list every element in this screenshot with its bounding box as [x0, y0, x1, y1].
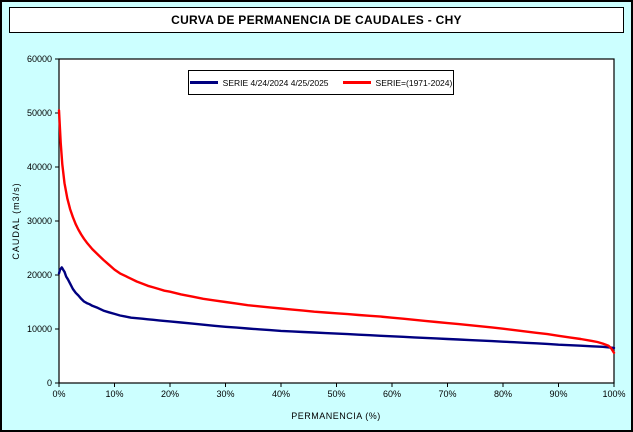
svg-text:20%: 20% [161, 389, 179, 399]
legend-line-red [342, 81, 371, 84]
svg-text:60000: 60000 [27, 54, 52, 64]
svg-text:30000: 30000 [27, 216, 52, 226]
chart-title: CURVA DE PERMANENCIA DE CAUDALES - CHY [171, 13, 462, 27]
chart-legend: SERIE 4/24/2024 4/25/2025 SERIE=(1971-20… [188, 70, 454, 95]
svg-text:80%: 80% [494, 389, 512, 399]
svg-text:40%: 40% [272, 389, 290, 399]
svg-text:0: 0 [47, 378, 52, 388]
legend-label-serie-2024-2025: SERIE 4/24/2024 4/25/2025 [222, 77, 329, 88]
svg-text:40000: 40000 [27, 162, 52, 172]
svg-text:50%: 50% [327, 389, 345, 399]
svg-text:90%: 90% [549, 389, 567, 399]
svg-text:10000: 10000 [27, 324, 52, 334]
svg-text:100%: 100% [602, 389, 625, 399]
svg-text:60%: 60% [383, 389, 401, 399]
svg-text:0%: 0% [52, 389, 65, 399]
x-axis-title: PERMANENCIA (%) [291, 411, 381, 421]
legend-item-serie-2024-2025: SERIE 4/24/2024 4/25/2025 [189, 77, 329, 88]
svg-text:10%: 10% [105, 389, 123, 399]
svg-text:30%: 30% [216, 389, 234, 399]
svg-text:20000: 20000 [27, 270, 52, 280]
svg-text:50000: 50000 [27, 108, 52, 118]
svg-text:70%: 70% [438, 389, 456, 399]
legend-label-serie-1971-2024: SERIE=(1971-2024) [375, 77, 453, 88]
legend-line-navy [189, 81, 218, 84]
y-axis-title: CAUDAL (m3/s) [11, 182, 21, 260]
legend-item-serie-1971-2024: SERIE=(1971-2024) [342, 77, 453, 88]
chart-title-box: CURVA DE PERMANENCIA DE CAUDALES - CHY [9, 7, 624, 33]
